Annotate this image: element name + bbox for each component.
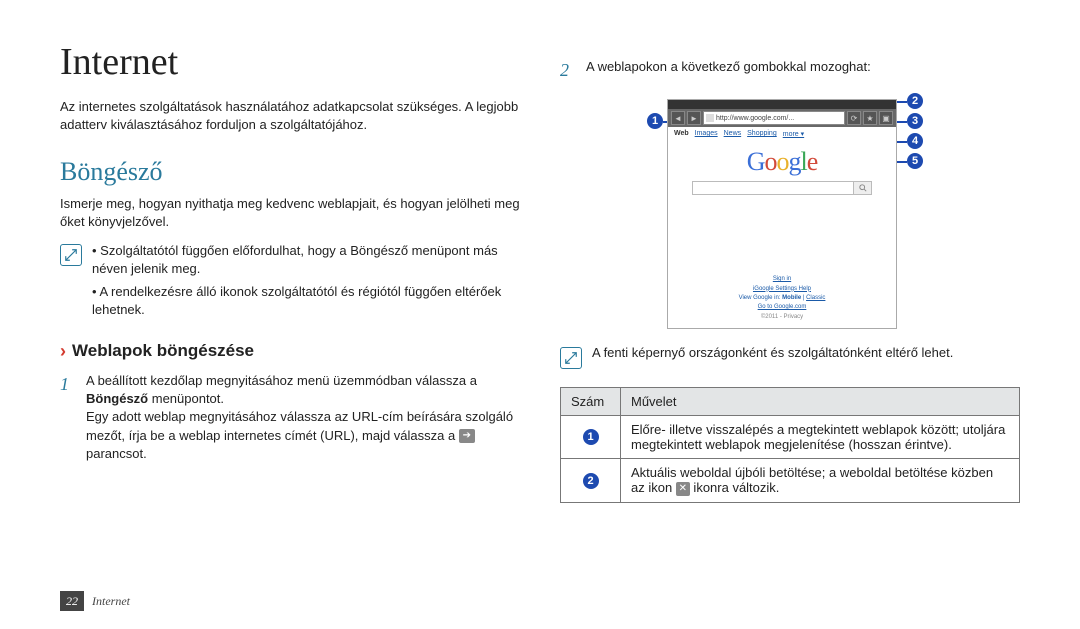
operations-table: Szám Művelet 1 Előre- illetve visszalépé… <box>560 387 1020 503</box>
link-shopping[interactable]: Shopping <box>747 130 777 138</box>
intro-text: Az internetes szolgáltatások használatáh… <box>60 98 520 133</box>
reload-button[interactable]: ⟳ <box>847 111 861 125</box>
bookmark-button[interactable]: ★ <box>863 111 877 125</box>
page-footer: 22 Internet <box>60 591 130 611</box>
page-label: Internet <box>92 594 130 609</box>
callout-4: 4 <box>907 133 923 149</box>
step-2-body: A weblapokon a következő gombokkal mozog… <box>586 58 1020 83</box>
table-row: 1 Előre- illetve visszalépés a megtekint… <box>561 416 1020 459</box>
page-title: Internet <box>60 40 520 84</box>
row1-badge: 1 <box>583 429 599 445</box>
note-bullet-2: A rendelkezésre álló ikonok szolgáltatót… <box>92 283 520 319</box>
search-submit-icon[interactable] <box>853 182 871 194</box>
link-more[interactable]: more ▾ <box>783 130 804 138</box>
caret-icon: › <box>60 341 66 362</box>
link-news[interactable]: News <box>724 130 742 138</box>
page-number: 22 <box>60 591 84 611</box>
step1-line2b: parancsot. <box>86 446 147 461</box>
back-button[interactable]: ◄ <box>671 111 685 125</box>
left-column: Internet Az internetes szolgáltatások ha… <box>60 40 520 503</box>
callout-2: 2 <box>907 93 923 109</box>
subheading: Weblapok böngészése <box>72 341 254 361</box>
note-bullet-1: Szolgáltatótól függően előfordulhat, hog… <box>92 242 520 278</box>
favicon-icon <box>706 114 714 122</box>
subheading-row: › Weblapok böngészése <box>60 341 520 362</box>
google-footer: Sign in iGoogle Settings Help View Googl… <box>668 275 896 322</box>
url-field[interactable]: http://www.google.com/... <box>703 111 845 125</box>
note-icon-2 <box>560 347 582 369</box>
forward-button[interactable]: ► <box>687 111 701 125</box>
note-block: Szolgáltatótól függően előfordulhat, hog… <box>60 242 520 323</box>
step1-text-a: A beállított kezdőlap megnyitásához menü… <box>86 373 477 388</box>
step1-line2a: Egy adott weblap megnyitásához válassza … <box>86 409 513 442</box>
step-2: 2 A weblapokon a következő gombokkal moz… <box>560 58 1020 83</box>
note-icon <box>60 244 82 266</box>
step-1-body: A beállított kezdőlap megnyitásához menü… <box>86 372 520 463</box>
section-text: Ismerje meg, hogyan nyithatja meg kedven… <box>60 195 520 230</box>
row1-text: Előre- illetve visszalépés a megtekintet… <box>621 416 1020 459</box>
table-row: 2 Aktuális weboldal újbóli betöltése; a … <box>561 459 1020 503</box>
row2-badge: 2 <box>583 473 599 489</box>
google-link-bar: Web Images News Shopping more ▾ <box>668 127 896 141</box>
callout-5: 5 <box>907 153 923 169</box>
section-heading: Böngésző <box>60 157 520 187</box>
browser-illustration-wrap: 2 3 4 5 1 ◄ ► <box>653 93 927 335</box>
status-bar <box>668 100 896 109</box>
step-number-2: 2 <box>560 58 576 83</box>
search-box[interactable] <box>692 181 872 195</box>
caption-row: A fenti képernyő országonként és szolgál… <box>560 345 1020 369</box>
browser-mock: ◄ ► http://www.google.com/... ⟳ ★ ▣ Web … <box>667 99 897 329</box>
url-text: http://www.google.com/... <box>716 115 794 122</box>
step1-text-c: menüpontot. <box>148 391 224 406</box>
go-arrow-icon: ➔ <box>459 429 475 443</box>
windows-button[interactable]: ▣ <box>879 111 893 125</box>
callout-1: 1 <box>647 113 663 129</box>
link-images[interactable]: Images <box>695 130 718 138</box>
link-web[interactable]: Web <box>674 130 689 138</box>
caption-text: A fenti képernyő országonként és szolgál… <box>592 345 953 360</box>
google-logo: Google <box>668 147 896 177</box>
toolbar: ◄ ► http://www.google.com/... ⟳ ★ ▣ <box>668 109 896 127</box>
note-bullets: Szolgáltatótól függően előfordulhat, hog… <box>92 242 520 323</box>
callout-3: 3 <box>907 113 923 129</box>
step-number: 1 <box>60 372 76 463</box>
step1-bold: Böngésző <box>86 391 148 406</box>
row2-text: Aktuális weboldal újbóli betöltése; a we… <box>621 459 1020 503</box>
stop-icon: ✕ <box>676 482 690 496</box>
step-1: 1 A beállított kezdőlap megnyitásához me… <box>60 372 520 463</box>
right-column: 2 A weblapokon a következő gombokkal moz… <box>560 40 1020 503</box>
th-operation: Művelet <box>621 388 1020 416</box>
th-number: Szám <box>561 388 621 416</box>
